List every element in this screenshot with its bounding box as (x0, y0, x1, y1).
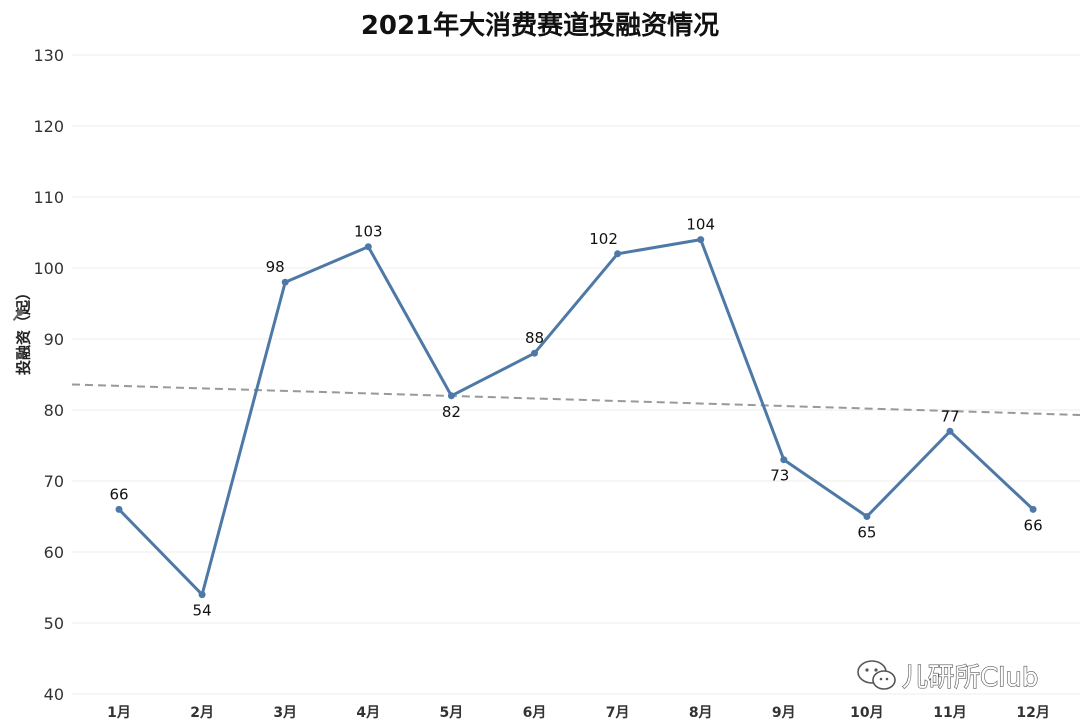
data-label: 66 (109, 485, 128, 503)
x-axis-ticks: 1月 2月 3月 4月 5月 6月 7月 8月 9月 10月 11月 12月 (107, 705, 1050, 721)
pin-icon[interactable] (11, 308, 24, 322)
x-tick-label: 12月 (1016, 705, 1049, 721)
data-label: 54 (193, 602, 212, 620)
y-tick-label: 110 (33, 188, 64, 207)
data-point (364, 243, 372, 251)
y-axis-label: 投融资（起） (15, 285, 33, 375)
x-tick-label: 8月 (689, 705, 713, 721)
x-tick-label: 1月 (107, 705, 131, 721)
x-tick-label: 3月 (273, 705, 297, 721)
data-label: 65 (857, 524, 876, 542)
data-label: 73 (770, 467, 789, 485)
x-tick-label: 11月 (933, 705, 966, 721)
data-points (115, 236, 1037, 599)
data-point (697, 236, 705, 244)
data-point (447, 392, 455, 400)
x-tick-label: 10月 (850, 705, 883, 721)
x-tick-label: 9月 (772, 705, 796, 721)
y-tick-label: 100 (33, 259, 64, 278)
data-label: 102 (589, 230, 618, 248)
y-tick-label: 120 (33, 117, 64, 136)
x-tick-label: 2月 (190, 705, 214, 721)
data-label: 103 (354, 223, 383, 241)
data-point (780, 456, 788, 464)
y-tick-label: 50 (44, 614, 64, 633)
data-label: 98 (266, 258, 285, 276)
data-point (1029, 505, 1037, 513)
y-tick-label: 90 (44, 330, 64, 349)
y-tick-label: 60 (44, 543, 64, 562)
wechat-icon (857, 660, 896, 690)
data-point (863, 513, 871, 520)
y-axis-label-group: 投融资（起） (15, 285, 33, 375)
y-tick-label: 130 (33, 46, 64, 65)
data-label: 82 (442, 403, 461, 421)
data-point (531, 349, 538, 357)
y-tick-label: 40 (44, 685, 64, 704)
data-point (115, 505, 123, 513)
data-point (281, 278, 289, 286)
data-labels: 66 54 98 103 82 88 102 104 73 65 77 66 (109, 216, 1042, 620)
watermark: 儿研所Club (857, 660, 1039, 694)
y-axis-ticks: 40 50 60 70 80 90 100 110 120 130 (33, 46, 64, 704)
y-tick-label: 70 (44, 472, 64, 491)
data-point (946, 427, 954, 435)
x-tick-label: 5月 (440, 705, 464, 721)
data-label: 104 (686, 216, 715, 234)
data-label: 88 (525, 329, 544, 347)
watermark-text: 儿研所Club (902, 663, 1038, 693)
y-tick-label: 80 (44, 401, 64, 420)
x-tick-label: 6月 (523, 705, 547, 721)
series-line (117, 238, 1035, 597)
data-label: 77 (940, 407, 959, 425)
chart-title: 2021年大消费赛道投融资情况 (361, 10, 719, 41)
data-point (198, 591, 206, 599)
data-point (614, 250, 622, 258)
data-label: 66 (1024, 516, 1043, 534)
grid-lines (72, 54, 1080, 695)
x-tick-label: 4月 (356, 705, 380, 721)
x-tick-label: 7月 (606, 705, 630, 721)
